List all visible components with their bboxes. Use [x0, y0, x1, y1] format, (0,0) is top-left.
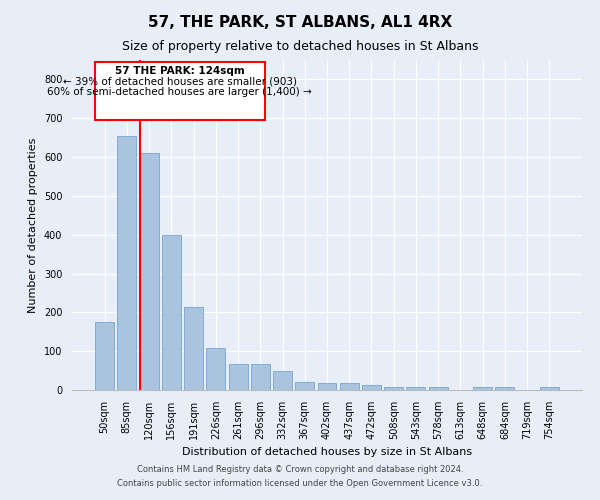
Bar [184, 306, 203, 390]
Bar [273, 370, 292, 390]
Text: 57, THE PARK, ST ALBANS, AL1 4RX: 57, THE PARK, ST ALBANS, AL1 4RX [148, 15, 452, 30]
Text: 60% of semi-detached houses are larger (1,400) →: 60% of semi-detached houses are larger (… [47, 87, 312, 97]
Bar [95, 322, 114, 390]
Y-axis label: Number of detached properties: Number of detached properties [28, 138, 38, 312]
Bar [317, 383, 337, 390]
Bar [251, 364, 270, 390]
Bar [295, 382, 314, 390]
Bar [140, 153, 158, 390]
Bar [540, 388, 559, 390]
Text: 57 THE PARK: 124sqm: 57 THE PARK: 124sqm [115, 66, 245, 76]
Text: Size of property relative to detached houses in St Albans: Size of property relative to detached ho… [122, 40, 478, 53]
Bar [406, 388, 425, 390]
Bar [429, 388, 448, 390]
Text: ← 39% of detached houses are smaller (903): ← 39% of detached houses are smaller (90… [62, 76, 296, 86]
Text: Contains HM Land Registry data © Crown copyright and database right 2024.
Contai: Contains HM Land Registry data © Crown c… [118, 466, 482, 487]
Bar [95, 62, 265, 120]
Bar [206, 348, 225, 390]
Bar [162, 234, 181, 390]
Bar [384, 388, 403, 390]
Bar [229, 364, 248, 390]
Bar [362, 385, 381, 390]
Bar [118, 136, 136, 390]
X-axis label: Distribution of detached houses by size in St Albans: Distribution of detached houses by size … [182, 448, 472, 458]
Bar [473, 388, 492, 390]
Bar [340, 383, 359, 390]
Bar [496, 388, 514, 390]
